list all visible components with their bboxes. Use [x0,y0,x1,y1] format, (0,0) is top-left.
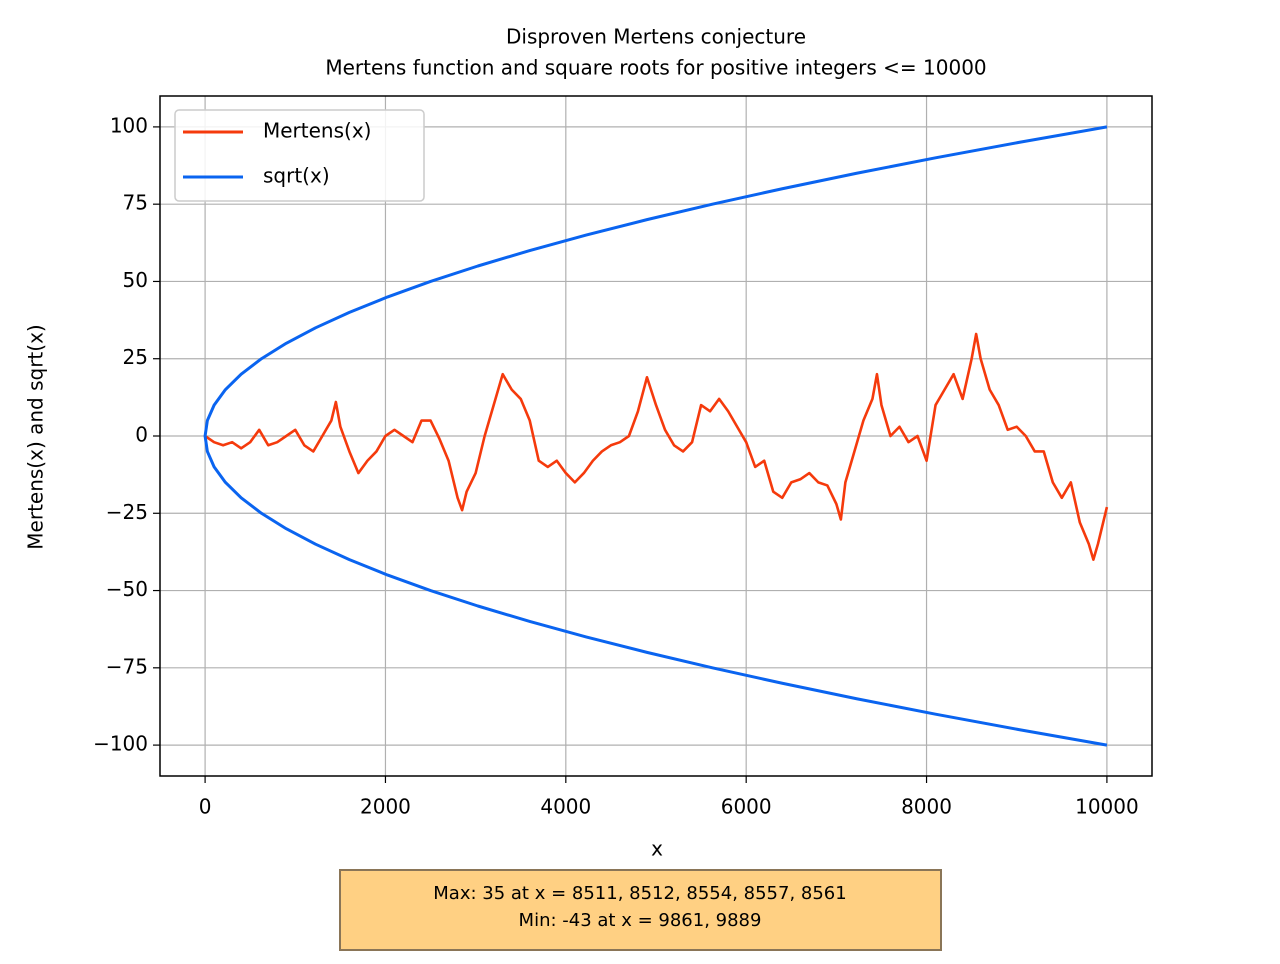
y-tick-label: −25 [106,500,148,524]
x-tick-label: 10000 [1075,795,1139,819]
annotation-line: Max: 35 at x = 8511, 8512, 8554, 8557, 8… [433,883,846,904]
chart-title: Disproven Mertens conjecture [506,25,806,49]
x-tick-label: 4000 [540,795,591,819]
x-axis-label: x [651,837,663,861]
y-axis-label: Mertens(x) and sqrt(x) [24,324,48,549]
x-tick-label: 2000 [360,795,411,819]
legend-label: Mertens(x) [263,119,371,143]
y-tick-label: 100 [110,113,148,137]
plot-area: 0 2000 4000 6000 8000 10000 −100 −75 −50 −25 0 25 50… [93,95,1153,819]
y-tick-label: 50 [123,268,148,292]
x-tick-label: 6000 [721,795,772,819]
annotation-box [339,869,942,951]
x-tick-label: 8000 [901,795,952,819]
x-tick-label: 0 [199,795,212,819]
legend-label: sqrt(x) [263,164,330,188]
data-line [203,125,1108,747]
annotation-line: Min: -43 at x = 9861, 9889 [519,910,762,931]
y-tick-label: −75 [106,654,148,678]
data-line [204,332,1109,561]
y-tick-label: 0 [135,423,148,447]
y-tick-label: 25 [123,345,148,369]
y-tick-label: −50 [106,577,148,601]
y-tick-label: −100 [93,732,148,756]
y-tick-label: 75 [123,191,148,215]
plot-frame [159,95,1153,777]
chart-subtitle: Mertens function and square roots for po… [325,56,986,80]
